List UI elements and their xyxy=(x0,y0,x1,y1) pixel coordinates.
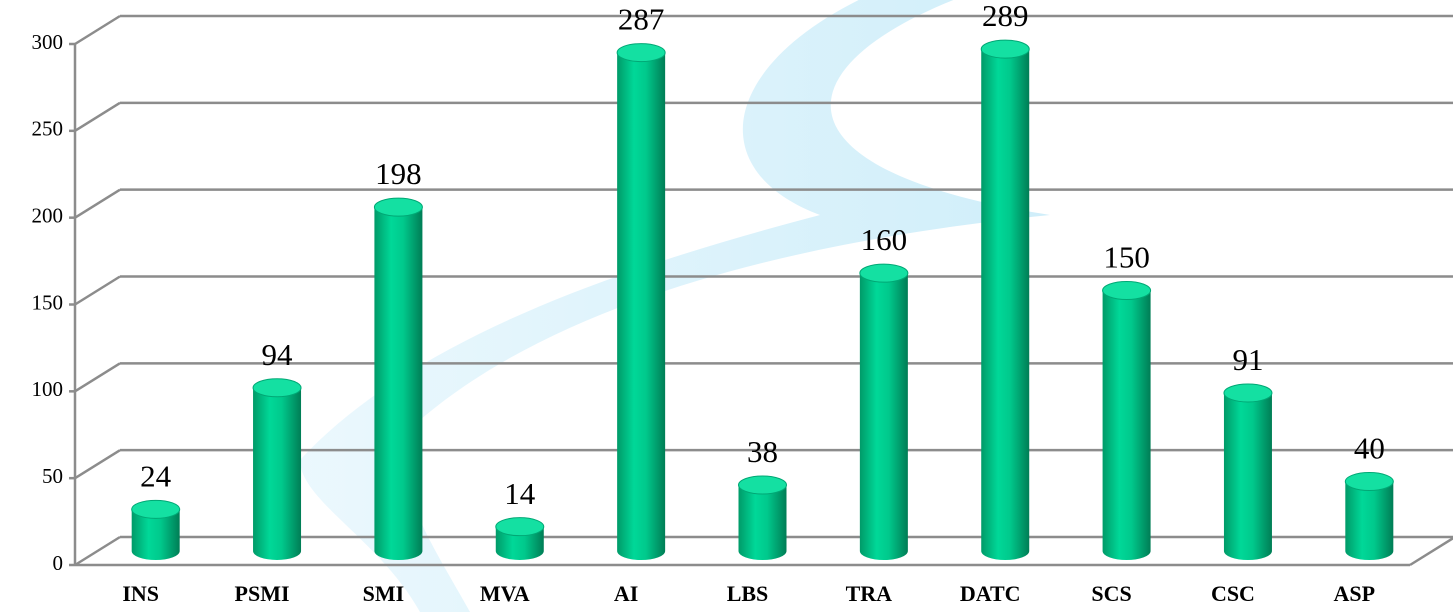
bar xyxy=(131,499,181,560)
bar xyxy=(1344,472,1394,560)
value-label: 14 xyxy=(504,476,536,511)
bar-top xyxy=(1102,281,1152,300)
bar xyxy=(252,378,302,560)
x-tick-label: MVA xyxy=(480,581,530,606)
y-tick-label: 200 xyxy=(32,203,64,227)
bar xyxy=(495,517,545,560)
bar xyxy=(980,39,1030,560)
value-label: 150 xyxy=(1103,240,1150,275)
y-tick-label: 100 xyxy=(32,377,64,401)
x-tick-label: PSMI xyxy=(235,581,290,606)
bar-body xyxy=(1345,481,1394,560)
bar-top xyxy=(859,263,909,283)
x-tick-label: TRA xyxy=(846,581,893,606)
bar xyxy=(373,197,423,560)
y-tick-label: 150 xyxy=(32,290,64,314)
x-tick-label: SCS xyxy=(1091,581,1131,606)
bar-top xyxy=(252,378,302,398)
bar-body xyxy=(617,52,666,561)
bar-top xyxy=(616,43,666,63)
value-label: 94 xyxy=(262,337,294,372)
grid-line xyxy=(74,362,121,393)
bar xyxy=(738,475,787,560)
y-tick-label: 250 xyxy=(32,117,64,141)
value-label: 24 xyxy=(140,458,172,493)
bar xyxy=(1223,383,1273,560)
bar-top xyxy=(131,499,181,519)
grid-line xyxy=(74,449,121,480)
grid-line xyxy=(74,14,121,46)
bar-top xyxy=(738,475,787,495)
y-tick-label: 0 xyxy=(53,551,64,575)
bar-body xyxy=(859,273,908,560)
grid-line xyxy=(74,275,121,306)
x-tick-label: INS xyxy=(122,581,159,606)
y-tick-label: 50 xyxy=(42,464,63,488)
bar-body xyxy=(131,509,180,560)
value-label: 40 xyxy=(1354,431,1385,466)
bar xyxy=(616,43,666,561)
value-label: 289 xyxy=(982,0,1029,33)
x-tick-label: AI xyxy=(614,581,638,606)
bar-top xyxy=(980,39,1030,59)
bar xyxy=(1102,281,1152,560)
bar-body xyxy=(981,49,1030,560)
x-tick-label: CSC xyxy=(1211,581,1255,606)
bar-body xyxy=(1102,290,1151,560)
value-label: 38 xyxy=(747,434,778,469)
bar-top xyxy=(495,517,545,537)
x-tick-label: ASP xyxy=(1334,581,1376,606)
x-tick-label: DATC xyxy=(960,581,1021,606)
y-tick-label: 300 xyxy=(32,30,64,54)
grid-line xyxy=(74,188,121,219)
bar-body xyxy=(253,387,302,560)
bar-body xyxy=(1223,392,1272,560)
grid-line xyxy=(74,101,121,132)
bar xyxy=(859,263,909,560)
value-label: 198 xyxy=(375,156,422,191)
bar-top xyxy=(1344,472,1394,492)
bars: 24 94 198 14 287 38 160 289 150 91 40 xyxy=(131,0,1394,561)
bar-top xyxy=(1223,383,1273,403)
value-label: 160 xyxy=(861,222,908,257)
bar-body xyxy=(738,485,787,560)
value-label: 287 xyxy=(618,2,665,37)
floor-right xyxy=(1409,536,1453,567)
bar-body xyxy=(374,207,423,560)
bar-top xyxy=(373,197,423,217)
x-tick-label: SMI xyxy=(363,581,405,606)
x-tick-label: LBS xyxy=(727,581,769,606)
value-label: 91 xyxy=(1232,342,1263,377)
grid-line xyxy=(74,535,121,567)
